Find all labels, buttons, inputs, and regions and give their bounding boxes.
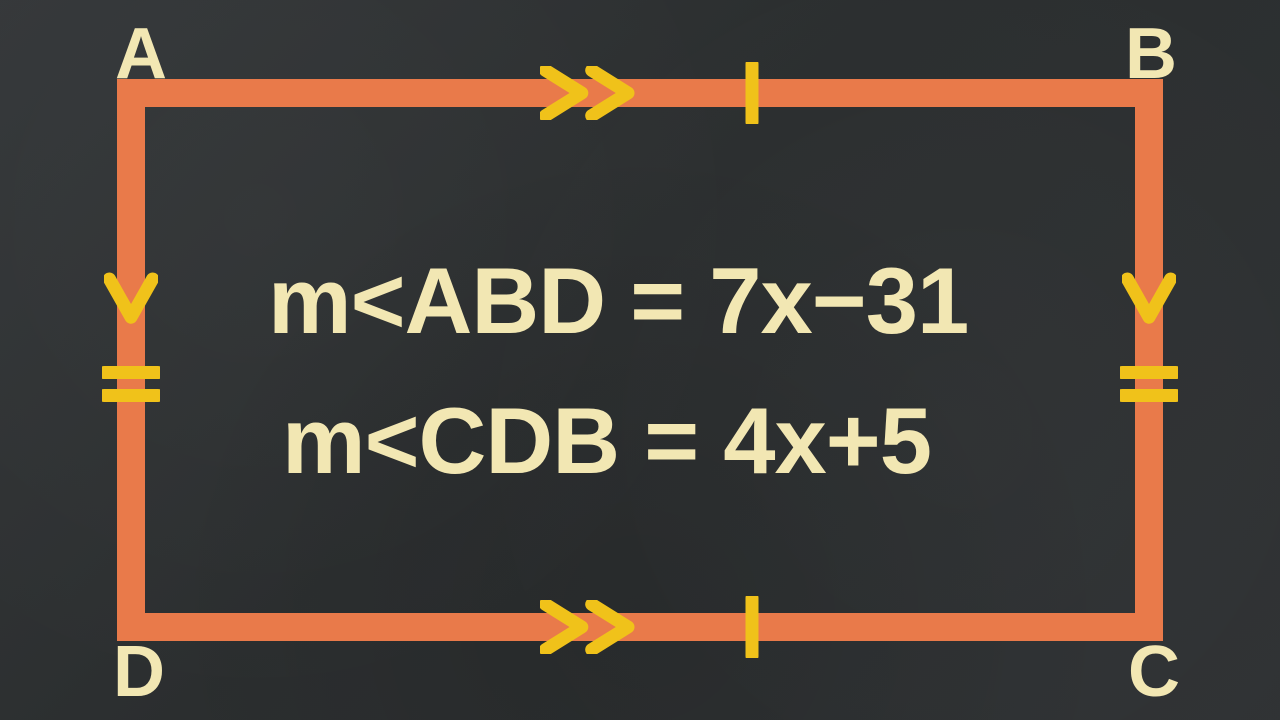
right-side-tick-mark-icon [1120, 358, 1178, 410]
equation-line-1: m<ABD = 7x−31 [268, 254, 968, 348]
left-side-arrow-mark-icon [104, 272, 158, 330]
bottom-side-arrow-mark-icon [540, 600, 650, 654]
left-side-tick-mark-icon [102, 358, 160, 410]
bottom-side-tick-mark-icon [742, 596, 762, 658]
vertex-label-b: B [1125, 18, 1177, 90]
vertex-label-d: D [113, 636, 165, 708]
top-side-arrow-mark-icon [540, 66, 650, 120]
vertex-label-a: A [115, 18, 167, 90]
diagram-stage: A B C D m<ABD = 7x−31 m<CDB = 4x+5 [0, 0, 1280, 720]
right-side-arrow-mark-icon [1122, 272, 1176, 330]
top-side-tick-mark-icon [742, 62, 762, 124]
vertex-label-c: C [1128, 636, 1180, 708]
equation-line-2: m<CDB = 4x+5 [282, 394, 931, 488]
parallelogram-rectangle [117, 79, 1163, 641]
